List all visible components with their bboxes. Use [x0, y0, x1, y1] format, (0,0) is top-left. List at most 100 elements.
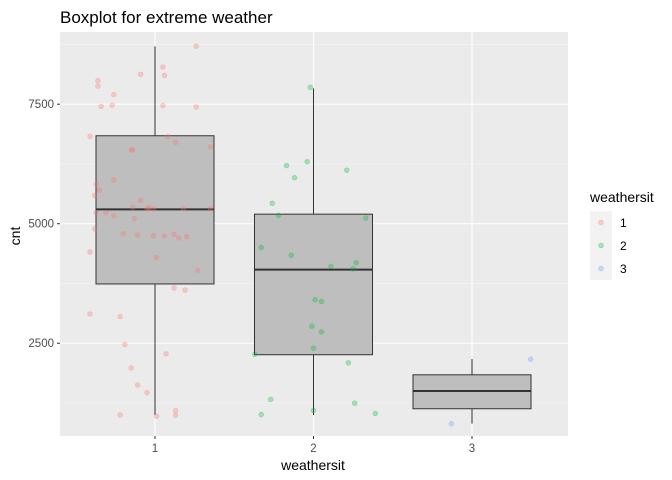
data-point [353, 259, 359, 266]
data-point [318, 298, 325, 305]
legend-key-point [598, 265, 604, 272]
data-point [448, 421, 455, 427]
data-point [291, 175, 298, 181]
data-point [87, 133, 93, 140]
data-point [275, 212, 282, 218]
legend-key-bg [590, 234, 612, 257]
data-point [268, 396, 274, 403]
data-point [258, 244, 264, 251]
legend-label: 3 [620, 262, 627, 276]
data-point [120, 231, 127, 237]
x-tick-label: 1 [152, 443, 158, 455]
data-point [176, 235, 182, 241]
data-point [111, 91, 117, 98]
data-point [207, 205, 214, 212]
data-point [182, 287, 188, 293]
data-point [93, 210, 100, 216]
data-point [172, 412, 179, 418]
data-point [92, 192, 98, 199]
data-point [111, 212, 117, 219]
data-point [172, 407, 179, 414]
legend-key-bg [590, 257, 612, 280]
data-point [163, 351, 169, 357]
data-point [111, 177, 117, 183]
box-body [254, 213, 373, 356]
x-tick-label: 3 [469, 443, 475, 455]
y-tick-label: 7500 [28, 99, 54, 111]
data-point [144, 389, 150, 396]
data-point [350, 266, 356, 272]
data-point [131, 215, 138, 222]
data-point [207, 144, 214, 150]
data-point [95, 78, 101, 84]
data-point [161, 72, 168, 79]
data-point [87, 249, 93, 255]
data-point [269, 200, 275, 207]
data-point [138, 197, 144, 204]
data-point [109, 102, 115, 108]
data-point [304, 159, 310, 165]
data-point [372, 410, 379, 417]
data-point [134, 232, 141, 238]
data-point [153, 254, 160, 261]
data-point [307, 84, 314, 91]
data-point [128, 365, 134, 371]
axes: 2500 5000 7500 1 2 3 [28, 99, 475, 455]
boxes [95, 46, 532, 424]
x-axis-title: weathersit [280, 457, 345, 473]
y-tick-label: 2500 [28, 338, 54, 350]
box-2 [254, 88, 373, 415]
data-point [310, 345, 317, 351]
data-point [160, 64, 166, 70]
chart-title: Boxplot for extreme weather [60, 8, 273, 27]
x-tick-label: 2 [310, 443, 316, 455]
data-point [128, 147, 134, 153]
data-point [103, 210, 109, 216]
data-point [144, 206, 150, 212]
data-point [130, 204, 136, 210]
data-point [180, 205, 187, 212]
data-point [160, 102, 166, 109]
data-point [138, 71, 144, 78]
data-point [95, 83, 101, 89]
legend-label: 1 [620, 216, 627, 230]
data-point [92, 226, 98, 232]
data-point [258, 411, 264, 418]
legend: weathersit 1 2 3 [589, 189, 654, 280]
data-point [288, 252, 295, 259]
legend-key-bg [590, 211, 612, 234]
data-point [145, 205, 152, 211]
legend-key-point [598, 219, 604, 226]
box-3 [412, 359, 532, 424]
data-point [318, 329, 325, 335]
data-point [193, 104, 199, 110]
y-tick-label: 5000 [28, 219, 54, 231]
data-point [117, 412, 123, 418]
data-point [117, 313, 123, 320]
data-point [150, 232, 157, 239]
data-point [252, 351, 258, 358]
data-point [150, 206, 157, 212]
legend-title: weathersit [589, 189, 654, 205]
data-point [193, 43, 199, 49]
data-point [171, 231, 177, 238]
data-point [153, 413, 160, 419]
data-point [87, 311, 93, 317]
data-point [122, 341, 128, 348]
data-point [164, 133, 171, 140]
data-point [130, 147, 136, 153]
data-point [96, 187, 103, 193]
data-point [93, 181, 100, 187]
data-point [172, 139, 179, 145]
y-axis-title: cnt [7, 227, 23, 246]
data-point [195, 267, 201, 274]
data-point [527, 356, 534, 362]
data-point [344, 167, 350, 173]
data-point [161, 233, 168, 239]
legend-key-point [598, 242, 604, 249]
data-point [345, 360, 352, 366]
data-point [328, 263, 334, 269]
data-point [134, 382, 141, 388]
jitter-points [87, 43, 534, 427]
data-point [98, 103, 104, 110]
